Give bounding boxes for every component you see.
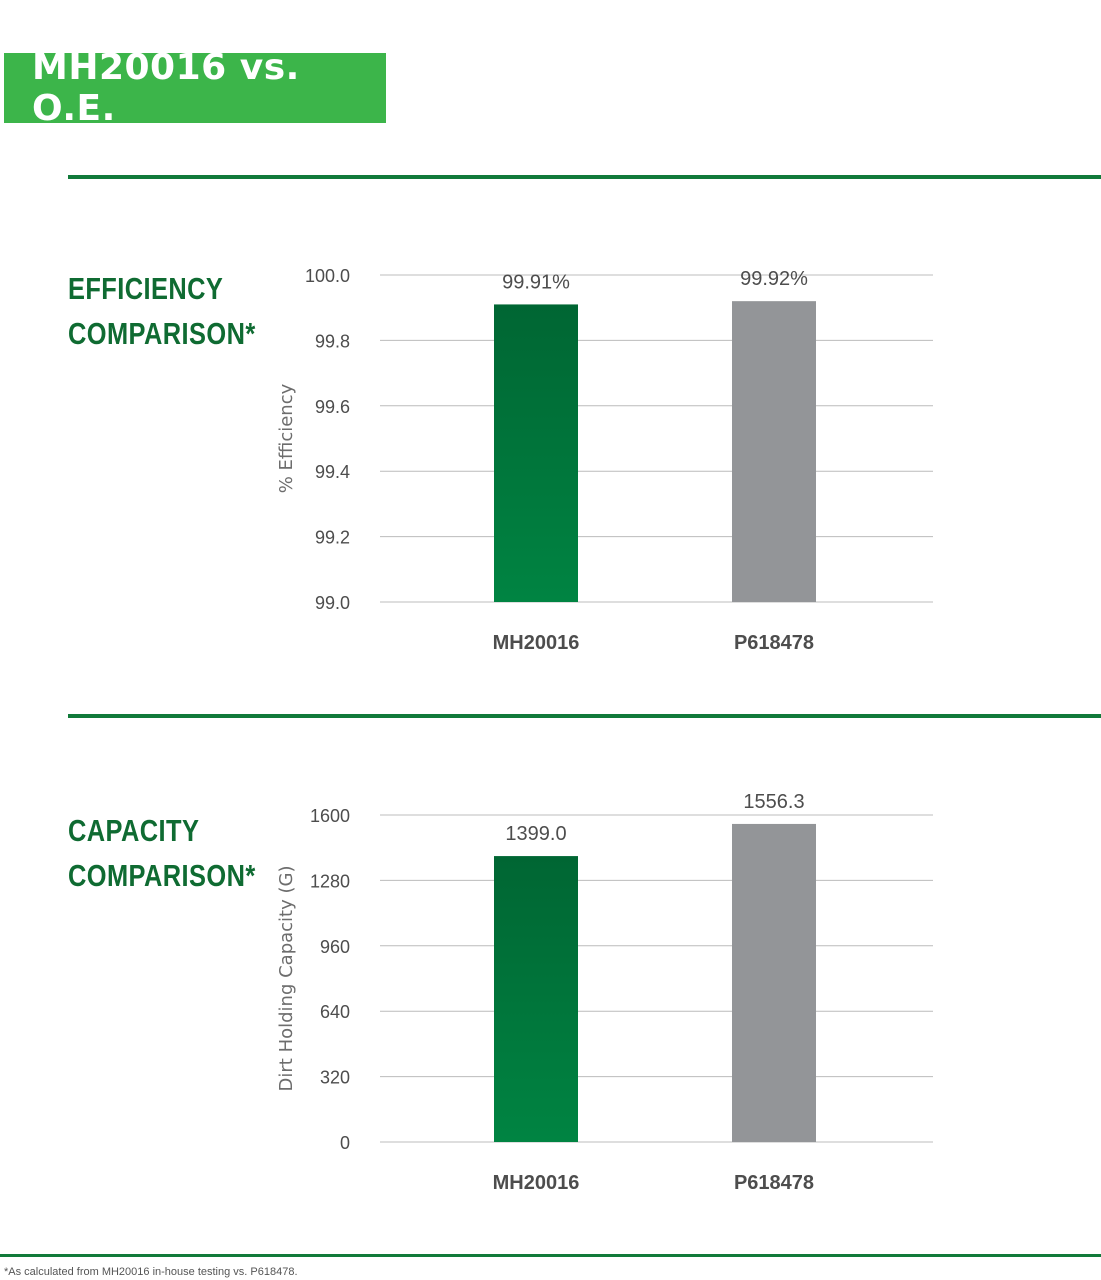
capacity-chart: 0 320 640 960 1280 1600 Dirt Holding Capacity … <box>276 791 933 1194</box>
efficiency-section-title: EFFICIENCY COMPARISON* <box>68 266 256 356</box>
title-banner: MH20016 vs. O.E. <box>4 47 386 129</box>
category-label: P618478 <box>734 1172 814 1194</box>
y-tick-label: 1280 <box>310 871 350 891</box>
section-title-line: COMPARISON* <box>68 316 256 351</box>
page-title: MH20016 vs. O.E. <box>32 47 300 129</box>
efficiency-chart: 99.0 99.2 99.4 99.6 99.8 100.0 % Efficiency 99.… <box>276 266 933 654</box>
y-tick-label: 640 <box>320 1002 350 1022</box>
y-tick-label: 960 <box>320 937 350 957</box>
y-tick-label: 99.8 <box>315 331 350 351</box>
bar-mh20016 <box>494 304 578 602</box>
section-title-line: COMPARISON* <box>68 858 256 893</box>
section-title-line: EFFICIENCY <box>68 271 224 306</box>
y-tick-label: 100.0 <box>305 266 350 286</box>
y-tick-label: 99.6 <box>315 397 350 417</box>
section-divider <box>68 175 1101 179</box>
data-label: 1399.0 <box>505 823 566 845</box>
y-tick-label: 0 <box>340 1133 350 1153</box>
y-tick-label: 99.2 <box>315 528 350 548</box>
y-tick-label: 1600 <box>310 806 350 826</box>
data-label: 1556.3 <box>743 791 804 813</box>
y-axis-label: % Efficiency <box>276 383 297 493</box>
bar-p618478 <box>732 301 816 602</box>
capacity-section-title: CAPACITY COMPARISON* <box>68 808 256 898</box>
y-axis-label: Dirt Holding Capacity (G) <box>276 866 297 1092</box>
data-label: 99.91% <box>502 271 570 293</box>
section-title-line: CAPACITY <box>68 813 200 848</box>
footnote: *As calculated from MH20016 in-house tes… <box>4 1266 298 1278</box>
section-divider <box>68 714 1101 718</box>
y-tick-label: 99.4 <box>315 462 350 482</box>
bar-mh20016 <box>494 856 578 1142</box>
bar-p618478 <box>732 823 816 1142</box>
category-label: MH20016 <box>493 632 580 654</box>
y-tick-label: 320 <box>320 1068 350 1088</box>
footer-divider <box>0 1254 1101 1257</box>
category-label: P618478 <box>734 632 814 654</box>
data-label: 99.92% <box>740 268 808 290</box>
y-tick-label: 99.0 <box>315 593 350 613</box>
category-label: MH20016 <box>493 1172 580 1194</box>
